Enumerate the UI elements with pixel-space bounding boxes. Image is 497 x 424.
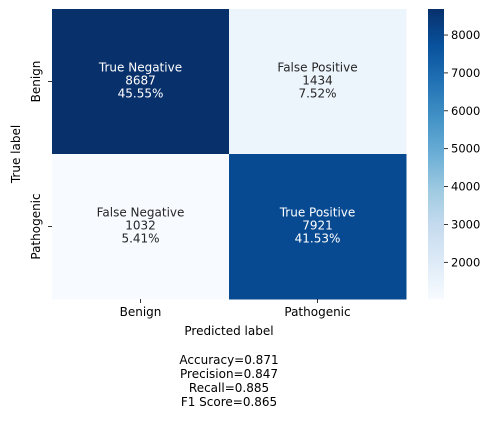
cell-label: False Positive <box>277 61 357 75</box>
colorbar-tick-label: 8000 <box>451 28 480 42</box>
metric-line: Recall=0.885 <box>189 381 269 395</box>
colorbar-tick-label: 5000 <box>451 142 480 156</box>
colorbar-tick-label: 4000 <box>451 180 480 194</box>
colorbar-tick-label: 6000 <box>451 104 480 118</box>
cell-percent: 5.41% <box>121 232 159 246</box>
cell-label: True Positive <box>279 206 356 220</box>
axis-ticks: Benign Pathogenic Benign Pathogenic <box>29 61 351 319</box>
cell-percent: 45.55% <box>118 87 164 101</box>
colorbar-ticks: 2000 3000 4000 5000 6000 7000 8000 <box>444 28 480 269</box>
cell-count: 8687 <box>125 74 156 88</box>
heatmap-cell <box>229 154 407 300</box>
cell-count: 1032 <box>125 219 156 233</box>
cell-label: False Negative <box>97 206 185 220</box>
heatmap-cell <box>52 154 230 300</box>
metrics-summary: Accuracy=0.871Precision=0.847Recall=0.88… <box>179 353 278 409</box>
y-tick-label: Pathogenic <box>29 193 43 259</box>
colorbar-tick-label: 7000 <box>451 66 480 80</box>
cell-percent: 41.53% <box>295 232 341 246</box>
y-axis-label: True label <box>9 125 23 184</box>
x-tick-label: Benign <box>120 305 162 319</box>
cell-label: True Negative <box>98 61 182 75</box>
cell-count: 7921 <box>302 219 333 233</box>
metric-line: Accuracy=0.871 <box>179 353 278 367</box>
heatmap-cell <box>229 9 407 155</box>
cell-percent: 7.52% <box>298 87 336 101</box>
colorbar-tick-label: 2000 <box>451 255 480 269</box>
colorbar-tick-label: 3000 <box>451 217 480 231</box>
metric-line: Precision=0.847 <box>180 367 278 381</box>
colorbar <box>428 9 444 299</box>
cell-count: 1434 <box>302 74 333 88</box>
metric-line: F1 Score=0.865 <box>181 395 277 409</box>
y-tick-label: Benign <box>29 61 43 103</box>
x-tick-label: Pathogenic <box>284 305 350 319</box>
heatmap-cell <box>52 9 230 155</box>
x-axis-label: Predicted label <box>184 324 273 338</box>
